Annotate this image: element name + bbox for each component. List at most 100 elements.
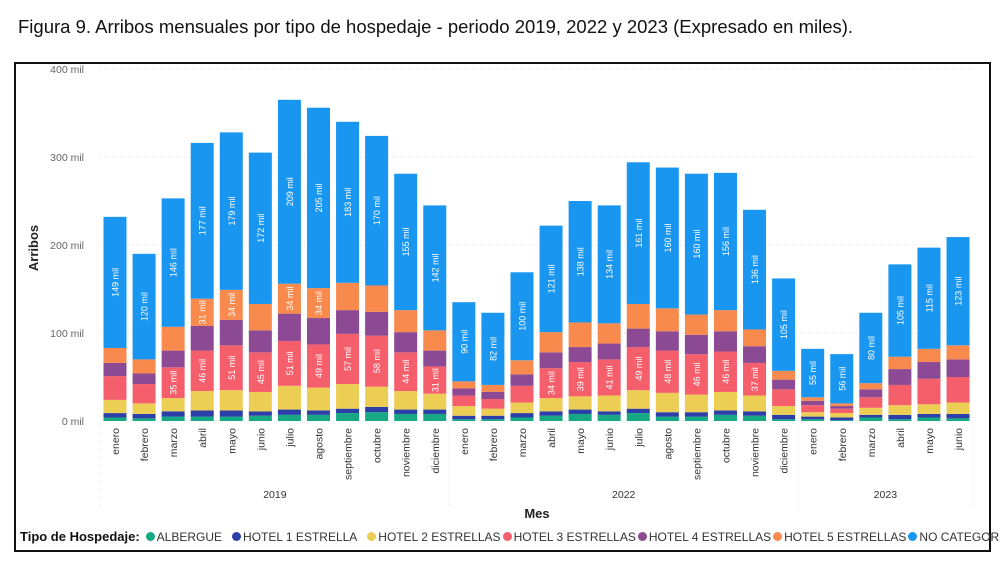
bar-segment-hotel-4-estrellas: [568, 347, 592, 363]
bar-segment-albergue: [190, 416, 214, 421]
bar-segment-hotel-5-estrellas: [132, 359, 156, 374]
data-label: 156 mil: [721, 227, 731, 256]
x-group-label-year: 2019: [263, 489, 287, 501]
legend-dot-icon: [908, 532, 918, 541]
bar-segment-hotel-4-estrellas: [539, 352, 563, 369]
data-label: 138 mil: [576, 247, 586, 276]
bar-segment-hotel-2-estrellas: [248, 391, 272, 412]
bar-stack: 105 mil: [772, 278, 796, 421]
bar-segment-albergue: [597, 414, 621, 421]
bar-segment-no-categorizado: [336, 121, 360, 283]
bar-segment-hotel-3-estrellas: [917, 378, 941, 405]
bar-segment-hotel-2-estrellas: [510, 402, 534, 414]
legend-item[interactable]: HOTEL 1 ESTRELLA: [232, 530, 357, 544]
bar-stack: 105 mil: [888, 264, 912, 421]
bar-segment-no-categorizado: [481, 312, 505, 385]
y-tick-label: 0 mil: [62, 416, 84, 428]
bar-segment-hotel-2-estrellas: [597, 395, 621, 412]
bar-segment-no-categorizado: [946, 237, 970, 346]
bar-stack: 44 mil 155 mil: [394, 173, 418, 421]
legend-dot-icon: [637, 532, 647, 541]
x-axis-label: Mes: [524, 506, 549, 521]
bar-segment-hotel-1-estrella: [423, 409, 447, 414]
bar-segment-hotel-3-estrellas: [248, 352, 272, 392]
bar-segment-hotel-4-estrellas: [946, 359, 970, 377]
data-label: 105 mil: [895, 296, 905, 325]
bar-segment-hotel-5-estrellas: [161, 326, 185, 351]
bar-stack: 35 mil 146 mil: [161, 198, 185, 421]
bar-segment-hotel-2-estrellas: [626, 390, 650, 409]
legend-item[interactable]: HOTEL 5 ESTRELLAS: [773, 530, 906, 544]
bar-segment-hotel-1-estrella: [655, 412, 679, 417]
bar-stack: 56 mil: [830, 354, 854, 421]
legend-label: HOTEL 2 ESTRELLAS: [378, 529, 501, 544]
data-label: 41 mil: [605, 365, 615, 389]
bar-segment-hotel-1-estrella: [917, 413, 941, 418]
bar-segment-hotel-4-estrellas: [917, 362, 941, 379]
bar-segment-hotel-2-estrellas: [452, 406, 476, 416]
bar-segment-hotel-2-estrellas: [830, 413, 854, 418]
bar-segment-hotel-5-estrellas: [859, 383, 883, 390]
bar-stack: 82 mil: [481, 312, 505, 421]
bar-segment-no-categorizado: [103, 216, 127, 348]
bar-segment-hotel-1-estrella: [743, 411, 767, 416]
bar-segment-no-categorizado: [743, 209, 767, 330]
bar-segment-albergue: [772, 419, 796, 421]
bar-segment-hotel-3-estrellas: [743, 362, 767, 396]
bar-stack: 39 mil 138 mil: [568, 201, 592, 421]
legend-item[interactable]: HOTEL 2 ESTRELLAS: [367, 529, 501, 544]
bar-segment-albergue: [859, 417, 883, 421]
bar-segment-hotel-3-estrellas: [510, 385, 534, 403]
bar-stack: 120 mil: [132, 253, 156, 421]
bar-segment-albergue: [743, 415, 767, 421]
x-tick-label-month: junio: [953, 428, 965, 451]
bar-segment-hotel-4-estrellas: [132, 373, 156, 385]
bar-segment-hotel-3-estrellas: [539, 368, 563, 399]
data-label: 34 mil: [285, 287, 295, 311]
bar-stack: 123 mil: [946, 237, 970, 421]
bar-segment-hotel-1-estrella: [859, 414, 883, 418]
bar-segment-hotel-3-estrellas: [336, 333, 360, 385]
bar-segment-hotel-2-estrellas: [336, 384, 360, 409]
bar-stack: 37 mil 136 mil: [743, 209, 767, 421]
bar-segment-albergue: [626, 413, 650, 421]
bar-segment-hotel-2-estrellas: [277, 385, 301, 410]
data-label: 134 mil: [605, 250, 615, 279]
data-label: 80 mil: [866, 336, 876, 360]
legend-label: HOTEL 3 ESTRELLAS: [513, 529, 636, 544]
bar-stack: 55 mil: [801, 348, 825, 421]
legend-item[interactable]: HOTEL 4 ESTRELLAS: [637, 529, 772, 544]
legend-item[interactable]: ALBERGUE: [145, 530, 222, 544]
legend-item[interactable]: HOTEL 3 ESTRELLAS: [502, 529, 636, 544]
bar-segment-no-categorizado: [394, 173, 418, 311]
legend-label: HOTEL 4 ESTRELLAS: [648, 529, 772, 544]
bar-segment-hotel-1-estrella: [510, 413, 534, 418]
bar-segment-albergue: [365, 412, 389, 421]
data-label: 179 mil: [227, 197, 237, 226]
legend-dot-icon: [145, 532, 155, 541]
legend-label: HOTEL 1 ESTRELLA: [243, 529, 358, 544]
data-label: 105 mil: [779, 310, 789, 339]
bar-segment-no-categorizado: [510, 272, 534, 361]
chart-frame: [14, 62, 991, 552]
bar-segment-no-categorizado: [830, 354, 854, 404]
bar-segment-hotel-2-estrellas: [888, 405, 912, 415]
bar-segment-hotel-3-estrellas: [452, 395, 476, 407]
x-tick-label-month: febrero: [139, 428, 151, 461]
x-tick-label-month: noviembre: [750, 428, 762, 477]
legend-label: HOTEL 5 ESTRELLAS: [784, 529, 907, 544]
x-tick-label-month: febrero: [488, 428, 500, 461]
bar-segment-hotel-5-estrellas: [423, 330, 447, 351]
bar-stack: 41 mil 134 mil: [597, 205, 621, 421]
bar-segment-albergue: [888, 419, 912, 421]
bar-segment-hotel-2-estrellas: [306, 387, 330, 411]
bar-segment-hotel-5-estrellas: [684, 314, 708, 335]
bar-segment-no-categorizado: [859, 312, 883, 384]
bar-segment-hotel-4-estrellas: [859, 389, 883, 398]
bar-segment-hotel-4-estrellas: [626, 328, 650, 348]
bar-segment-hotel-3-estrellas: [161, 367, 185, 399]
legend-item[interactable]: NO CATEGORIZADO: [908, 530, 1000, 544]
bar-segment-albergue: [684, 416, 708, 421]
x-tick-label-month: diciembre: [779, 428, 791, 474]
bar-segment-hotel-1-estrella: [103, 413, 127, 418]
